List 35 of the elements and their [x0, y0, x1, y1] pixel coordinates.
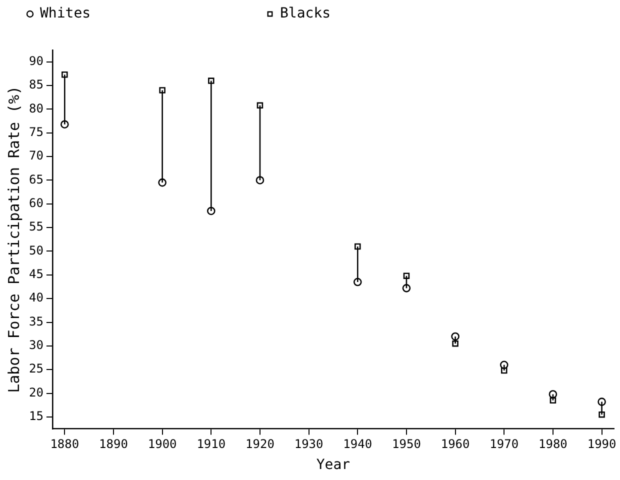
y-tick-label: 40 [28, 290, 44, 305]
x-tick-label: 1980 [538, 437, 568, 452]
legend-label: Blacks [280, 6, 331, 22]
legend-label: Whites [40, 6, 91, 22]
point [256, 176, 264, 184]
y-tick-label: 90 [28, 54, 44, 68]
x-tick-label: 1930 [294, 437, 324, 452]
y-tick-label: 85 [28, 78, 44, 92]
x-tick-label: 1890 [99, 437, 128, 452]
y-axis-title: Labor Force Participation Rate (%) [4, 86, 23, 393]
x-tick-label: 1940 [343, 437, 372, 452]
y-tick-label: 35 [28, 314, 44, 328]
x-tick-label: 1910 [196, 437, 226, 452]
y-tick-label: 55 [28, 220, 44, 234]
point [548, 390, 558, 398]
y-tick-label: 15 [28, 409, 44, 424]
x-tick-label: 1900 [148, 437, 177, 452]
y-tick-label: 50 [28, 243, 44, 258]
x-tick-label: 1920 [246, 437, 274, 452]
x-tick-label: 1960 [440, 437, 470, 452]
x-axis-title: Year [316, 457, 350, 474]
y-tick-label: 45 [28, 267, 44, 282]
x-tick-label: 1970 [490, 437, 519, 452]
y-tick-label: 60 [28, 196, 44, 210]
y-tick-label: 25 [28, 362, 44, 376]
y-tick-label: 20 [28, 385, 44, 400]
y-tick-label: 65 [28, 172, 44, 186]
y-tick-label: 70 [28, 148, 44, 163]
x-tick-label: 1950 [392, 437, 421, 452]
x-tick-label: 1880 [50, 437, 80, 452]
y-tick-label: 80 [28, 101, 44, 116]
y-tick-label: 30 [28, 338, 44, 352]
y-tick-label: 75 [28, 124, 44, 139]
point [402, 284, 411, 292]
x-tick-label: 1990 [587, 437, 616, 452]
